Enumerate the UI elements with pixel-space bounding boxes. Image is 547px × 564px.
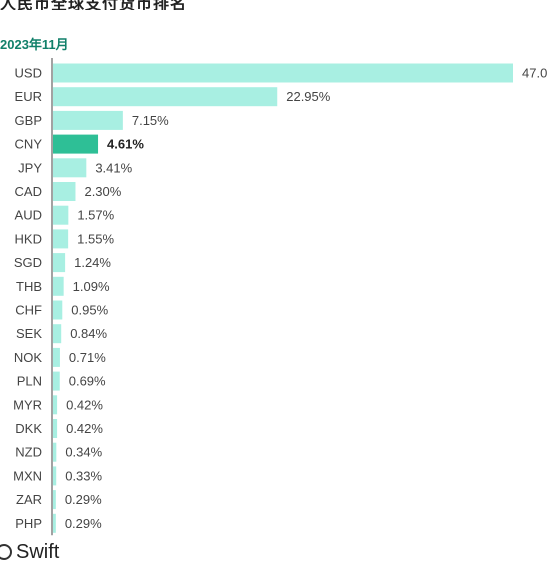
data-label: 7.15% [132, 113, 169, 128]
page-title: 人民币全球支付货币排名 [0, 0, 188, 10]
period-label: 2023年11月 [0, 37, 69, 52]
y-tick-label: NOK [14, 350, 43, 365]
y-tick-label: CHF [15, 303, 42, 318]
data-label: 3.41% [95, 160, 132, 175]
bar-pln [53, 371, 60, 391]
data-label: 4.61% [107, 137, 144, 152]
data-label: 1.57% [77, 208, 114, 223]
bar-mxn [53, 466, 57, 486]
swift-logo-icon [0, 544, 12, 560]
y-tick-label: DKK [15, 421, 42, 436]
bar-aud [53, 205, 69, 225]
y-tick-label: JPY [18, 160, 42, 175]
bar-gbp [53, 110, 123, 130]
logo-text: Swift [16, 540, 60, 563]
data-label: 0.29% [65, 492, 102, 507]
y-tick-label: MYR [13, 397, 42, 412]
bar-chf [53, 300, 63, 320]
data-label: 0.34% [65, 445, 102, 460]
data-label: 1.55% [77, 231, 114, 246]
data-label: 0.29% [65, 516, 102, 531]
data-label: 1.24% [74, 255, 111, 270]
y-tick-label: HKD [15, 231, 42, 246]
bar-usd [53, 63, 513, 83]
y-tick-label: AUD [15, 208, 42, 223]
y-tick-label: MXN [13, 468, 42, 483]
bar-sek [53, 324, 62, 344]
bar-chart: USD 47.08% EUR 22.95% GBP 7.15% CNY 4.61% JPY 3.4… [13, 58, 547, 536]
data-label: 2.30% [84, 184, 121, 199]
swift-logo: Swift [0, 540, 60, 563]
data-label: 0.95% [71, 303, 108, 318]
bar-sgd [53, 253, 66, 273]
data-label: 0.33% [65, 468, 102, 483]
data-label: 0.69% [69, 374, 106, 389]
bar-jpy [53, 158, 87, 178]
bar-nzd [53, 442, 57, 462]
data-label: 0.42% [66, 421, 103, 436]
y-tick-label: NZD [15, 445, 42, 460]
bar-php [53, 513, 56, 533]
bar-nok [53, 347, 60, 367]
bar-hkd [53, 229, 69, 249]
data-label: 0.71% [69, 350, 106, 365]
y-tick-label: THB [16, 279, 42, 294]
bar-myr [53, 395, 58, 415]
bar-eur [53, 87, 278, 107]
y-tick-label: SEK [16, 326, 42, 341]
bar-zar [53, 490, 56, 510]
data-label: 0.42% [66, 397, 103, 412]
y-tick-label: USD [15, 66, 42, 81]
data-label: 47.08% [522, 66, 547, 81]
y-tick-label: PHP [15, 516, 42, 531]
y-tick-label: CAD [15, 184, 42, 199]
bar-dkk [53, 419, 58, 438]
y-tick-label: PLN [17, 374, 42, 389]
data-label: 0.84% [70, 326, 107, 341]
data-label: 22.95% [286, 89, 331, 104]
y-tick-label: ZAR [16, 492, 42, 507]
y-tick-label: EUR [15, 89, 42, 104]
data-label: 1.09% [73, 279, 110, 294]
y-tick-label: SGD [14, 255, 42, 270]
bar-cny [53, 134, 99, 154]
bar-thb [53, 276, 64, 296]
bar-cad [53, 182, 76, 201]
y-tick-label: CNY [15, 137, 43, 152]
y-tick-label: GBP [15, 113, 42, 128]
